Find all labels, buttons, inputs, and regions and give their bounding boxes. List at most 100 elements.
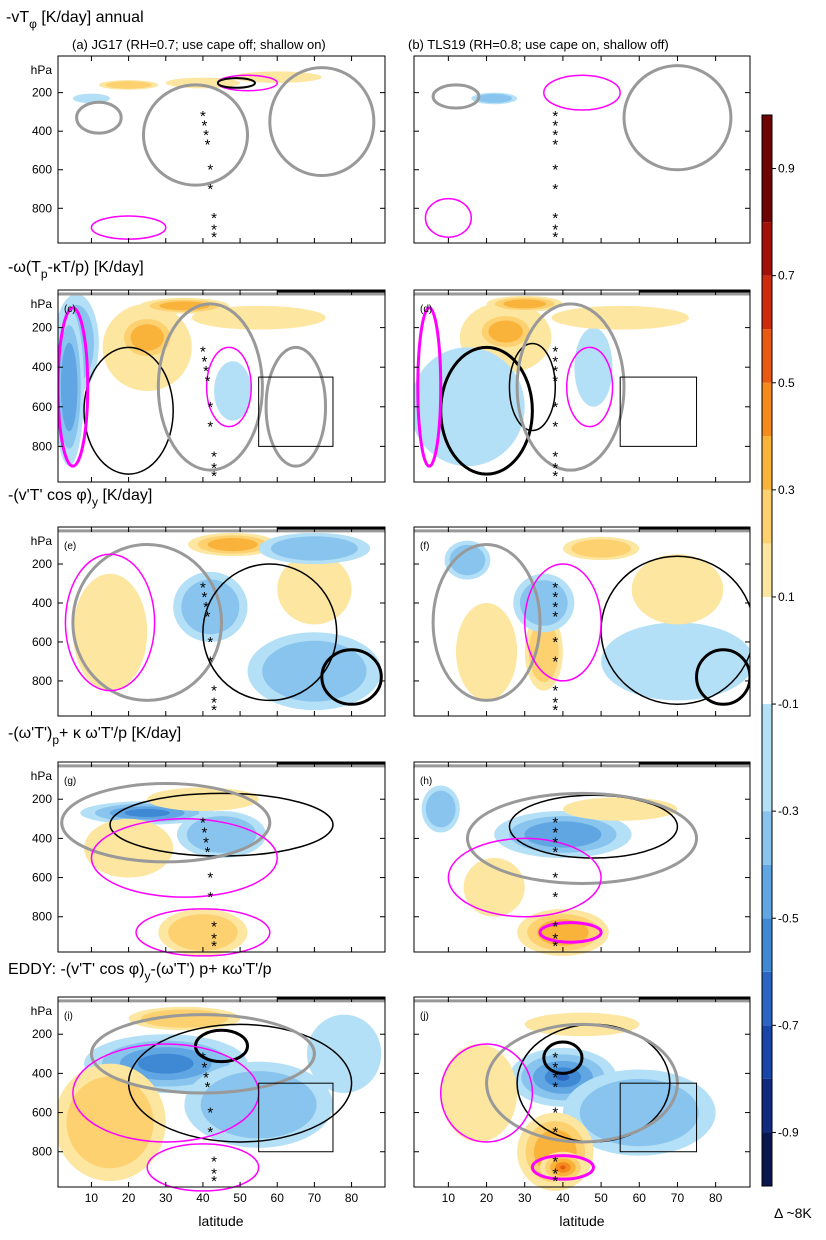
x-tick-label: 20	[480, 1191, 494, 1205]
y-tick-label: 800	[32, 674, 52, 688]
panel-7: *********	[414, 761, 750, 956]
colorbar-segment	[762, 543, 772, 597]
jet-marker: *	[200, 815, 206, 832]
svg-text:-vTφ [K/day] annual: -vTφ [K/day] annual	[6, 9, 144, 31]
jet-marker: *	[211, 702, 217, 719]
jet-marker: *	[552, 399, 558, 416]
jet-marker: *	[552, 460, 558, 477]
jet-marker: *	[207, 653, 213, 670]
x-tick-label: 30	[518, 1191, 532, 1205]
jet-marker: *	[211, 210, 217, 227]
contour-line	[64, 553, 156, 692]
contour-line	[508, 342, 557, 432]
jet-marker: *	[552, 938, 558, 955]
jet-marker: *	[552, 589, 558, 606]
jet-marker: *	[211, 683, 217, 700]
colorbar-segment	[762, 811, 772, 865]
jet-marker: *	[211, 930, 217, 947]
x-tick-label: 60	[633, 1191, 647, 1205]
shaded-region	[631, 554, 724, 625]
y-tick-label: 400	[32, 1066, 52, 1080]
contour-line	[508, 794, 679, 859]
panel-frame	[413, 996, 751, 1188]
panel-1: *********	[414, 56, 750, 246]
colorbar-segment	[762, 115, 772, 223]
jet-marker: *	[552, 468, 558, 485]
contour-line	[542, 1040, 584, 1075]
colorbar-tick-label: 0.5	[778, 376, 795, 390]
shaded-region	[449, 544, 486, 576]
colorbar-segment	[762, 222, 772, 276]
jet-marker: *	[211, 448, 217, 465]
jet-marker: *	[552, 825, 558, 842]
shaded-region	[524, 821, 602, 848]
jet-marker: *	[552, 108, 558, 125]
jet-marker: *	[552, 1165, 558, 1182]
y-tick-label: 800	[32, 439, 52, 453]
jet-marker: *	[202, 1060, 208, 1077]
contour-line	[565, 346, 614, 428]
panel-label: (g)	[64, 776, 76, 787]
panel-9: *********	[414, 996, 750, 1191]
colorbar-frame	[761, 114, 773, 1187]
delta-annotation: Δ ~8K	[774, 1205, 812, 1221]
column-title-right: (b) TLS19 (RH=0.8; use cape on, shallow …	[408, 37, 669, 52]
x-tick-label: 70	[308, 1191, 322, 1205]
panel-label: (d)	[420, 304, 432, 315]
jet-marker: *	[211, 460, 217, 477]
shaded-region	[84, 818, 174, 878]
row-title-2: -(v'T' cos φ)y [K/day]	[8, 487, 152, 509]
contour-line	[71, 543, 224, 702]
jet-marker: *	[200, 1050, 206, 1067]
colorbar-segment	[762, 275, 772, 330]
colorbar-segment	[762, 918, 772, 972]
y-tick-label: 400	[32, 831, 52, 845]
panel-6: *********	[58, 761, 385, 957]
jet-marker: *	[200, 108, 206, 125]
panel-5: *********	[414, 526, 750, 719]
jet-marker: *	[552, 137, 558, 154]
x-tick-label: 50	[233, 1191, 247, 1205]
jet-marker: *	[552, 1154, 558, 1171]
panel-frame	[57, 761, 386, 953]
y-tick-label: 200	[32, 557, 52, 571]
svg-text:-(ω'T')p+ κ ω'T'/p [K/day]: -(ω'T')p+ κ ω'T'/p [K/day]	[8, 725, 181, 747]
y-unit-label: hPa	[31, 63, 53, 77]
jet-marker: *	[207, 181, 213, 198]
jet-marker: *	[552, 870, 558, 887]
shaded-region	[262, 640, 367, 702]
contour-line	[264, 345, 328, 468]
jet-marker: *	[552, 1079, 558, 1096]
contour-line	[538, 921, 603, 944]
contour-line	[268, 66, 376, 178]
shaded-region	[425, 790, 456, 828]
colorbar-tick-label: 0.7	[778, 269, 795, 283]
jet-marker: *	[211, 468, 217, 485]
row-title-4: EDDY: -(v'T' cos φ)y-(ω'T') p+ κω'T'/p	[8, 961, 272, 983]
x-tick-label: 60	[271, 1191, 285, 1205]
panel-label: (f)	[420, 541, 429, 552]
jet-marker: *	[552, 419, 558, 436]
jet-marker: *	[200, 579, 206, 596]
contour-line	[156, 302, 264, 472]
shaded-region	[124, 808, 170, 817]
contour-line	[90, 818, 278, 898]
jet-marker: *	[202, 117, 208, 134]
shaded-region	[186, 816, 257, 853]
y-tick-label: 400	[32, 596, 52, 610]
jet-marker: *	[552, 373, 558, 390]
shaded-region	[503, 299, 547, 309]
y-unit-label: hPa	[31, 1004, 53, 1018]
colorbar-tick-label: -0.3	[778, 804, 799, 818]
colorbar-segment	[762, 704, 772, 812]
jet-marker: *	[552, 694, 558, 711]
contour-line	[89, 1013, 316, 1095]
region-box	[258, 1082, 334, 1153]
jet-marker: *	[552, 117, 558, 134]
jet-marker: *	[207, 399, 213, 416]
panel-0: *********	[58, 56, 385, 246]
jet-marker: *	[202, 825, 208, 842]
shaded-region	[191, 305, 326, 330]
jet-marker: *	[552, 683, 558, 700]
shaded-region	[456, 602, 518, 701]
